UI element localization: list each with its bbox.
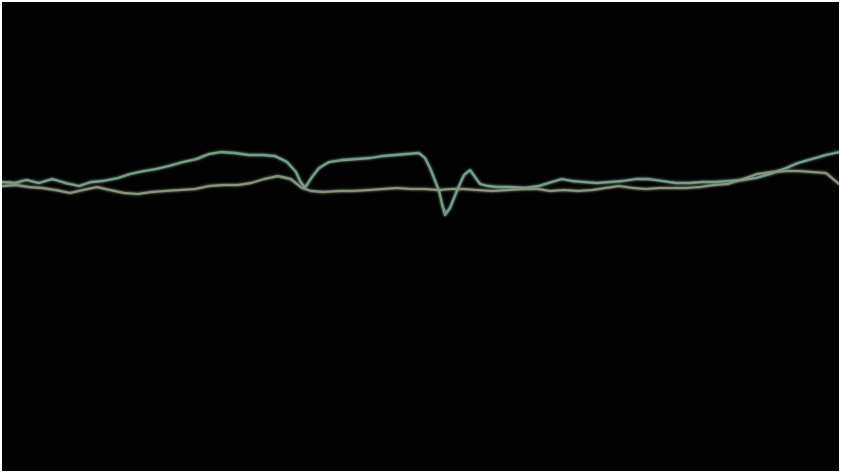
- upper-trace: [2, 150, 839, 217]
- lower-trace-noise: [2, 170, 839, 195]
- lower-trace: [2, 169, 839, 196]
- upper-trace-noise: [2, 152, 839, 213]
